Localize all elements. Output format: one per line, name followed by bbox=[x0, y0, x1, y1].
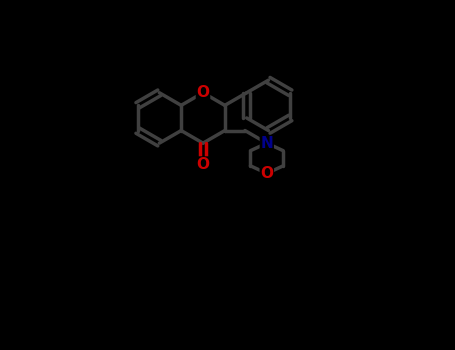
Text: O: O bbox=[260, 166, 273, 181]
Text: N: N bbox=[260, 136, 273, 150]
Text: O: O bbox=[197, 85, 209, 100]
Text: O: O bbox=[197, 157, 209, 172]
